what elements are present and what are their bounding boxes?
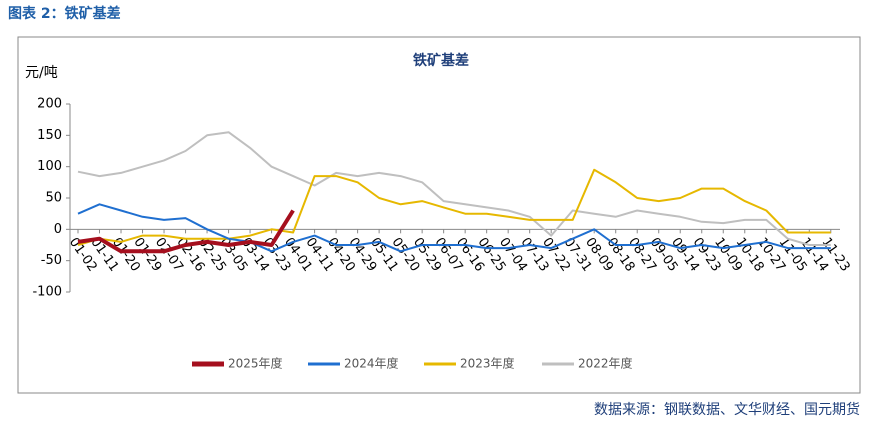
- series-line: [77, 209, 295, 254]
- y-tick-label: 0: [54, 222, 62, 237]
- y-tick-label: 50: [45, 191, 62, 206]
- chart-frame: [17, 36, 861, 394]
- y-tick-label: -100: [32, 285, 62, 300]
- series-line: [77, 131, 831, 246]
- y-tick-label: 150: [37, 128, 62, 143]
- y-tick-label: 100: [37, 159, 62, 174]
- legend-label: 2023年度: [460, 356, 515, 371]
- y-axis-label: 元/吨: [25, 65, 58, 81]
- series-line: [77, 203, 831, 253]
- y-tick-label: -50: [41, 253, 62, 268]
- legend-label: 2025年度: [228, 356, 283, 371]
- series-line: [77, 168, 831, 246]
- y-tick-label: 200: [37, 97, 62, 112]
- legend-label: 2024年度: [344, 356, 399, 371]
- source-note: 数据来源：钢联数据、文华财经、国元期货: [594, 401, 860, 418]
- chart-title: 铁矿基差: [413, 52, 469, 69]
- header-title: 图表 2：铁矿基差: [8, 5, 121, 22]
- legend-label: 2022年度: [578, 356, 633, 371]
